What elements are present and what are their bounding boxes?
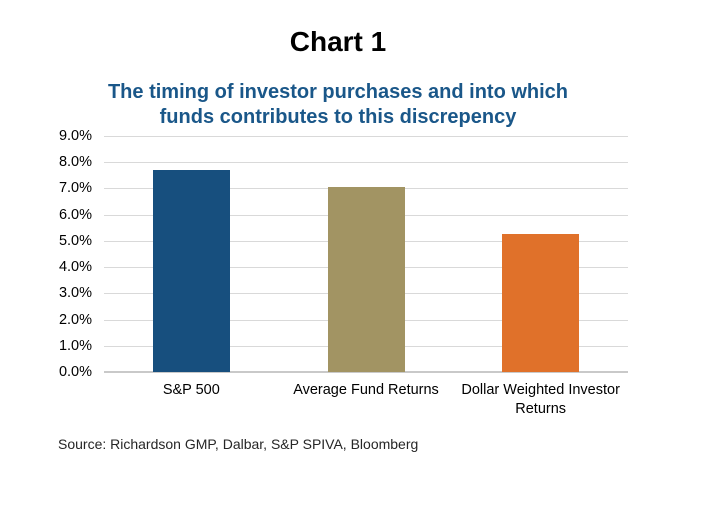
- gridline: [104, 162, 628, 164]
- y-tick-label: 6.0%: [58, 206, 92, 223]
- bar-average-fund-returns: [327, 187, 405, 372]
- y-tick-label: 5.0%: [58, 232, 92, 249]
- source-note: Source: Richardson GMP, Dalbar, S&P SPIV…: [58, 436, 419, 452]
- chart-subtitle: The timing of investor purchases and int…: [107, 81, 569, 128]
- y-tick-label: 9.0%: [58, 128, 92, 144]
- bar-s-p-500: [152, 170, 230, 372]
- y-tick-label: 1.0%: [58, 337, 92, 354]
- y-tick-label: 3.0%: [58, 285, 92, 302]
- plot-area: [104, 136, 628, 373]
- gridline: [104, 136, 628, 137]
- x-axis-line: [104, 371, 628, 373]
- chart-title: Chart 1: [289, 26, 387, 57]
- y-tick-label: 8.0%: [58, 154, 92, 171]
- x-category-label: S&P 500: [162, 382, 220, 398]
- x-category-label: Dollar Weighted Investor Returns: [461, 382, 620, 417]
- y-tick-label: 2.0%: [58, 311, 92, 328]
- bar-dollar-weighted-investor-returns: [502, 234, 580, 372]
- y-tick-label: 7.0%: [58, 180, 92, 197]
- y-tick-label: 4.0%: [58, 259, 92, 276]
- y-tick-label: 0.0%: [58, 364, 92, 380]
- x-category-label: Average Fund Returns: [293, 382, 439, 398]
